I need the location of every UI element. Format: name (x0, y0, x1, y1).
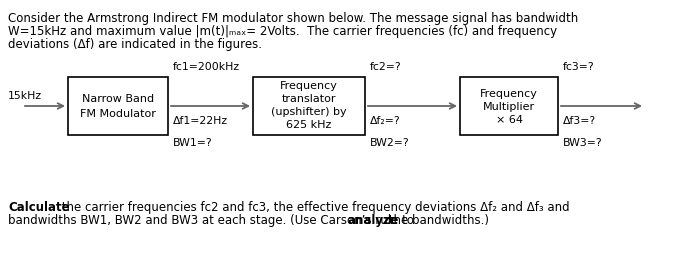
Text: W=15kHz and maximum value |m(t)|ₘₐₓ= 2Volts.  The carrier frequencies (fc) and f: W=15kHz and maximum value |m(t)|ₘₐₓ= 2Vo… (8, 25, 557, 38)
Text: BW3=?: BW3=? (563, 138, 603, 148)
Text: fc1=200kHz: fc1=200kHz (173, 62, 240, 72)
Text: deviations (Δf) are indicated in the figures.: deviations (Δf) are indicated in the fig… (8, 38, 262, 51)
Bar (460, 77, 558, 135)
Text: bandwidths BW1, BW2 and BW3 at each stage. (Use Carson’s rule to: bandwidths BW1, BW2 and BW3 at each stag… (8, 214, 418, 227)
Text: translator: translator (282, 94, 336, 104)
Bar (253, 77, 365, 135)
Text: fc3=?: fc3=? (563, 62, 595, 72)
Text: FM Modulator: FM Modulator (80, 109, 156, 119)
Text: BW2=?: BW2=? (370, 138, 410, 148)
Text: Δf3=?: Δf3=? (563, 116, 596, 126)
Text: analyze: analyze (348, 214, 399, 227)
Bar (68, 77, 168, 135)
Text: the bandwidths.): the bandwidths.) (385, 214, 489, 227)
Text: 15kHz: 15kHz (8, 91, 42, 101)
Text: Δf₂=?: Δf₂=? (370, 116, 401, 126)
Text: (upshifter) by: (upshifter) by (271, 107, 346, 117)
Text: the carrier frequencies fc2 and fc3, the effective frequency deviations Δf₂ and : the carrier frequencies fc2 and fc3, the… (58, 201, 570, 214)
Text: Calculate: Calculate (8, 201, 69, 214)
Text: Frequency: Frequency (480, 89, 538, 99)
Text: Δf1=22Hz: Δf1=22Hz (173, 116, 228, 126)
Text: Consider the Armstrong Indirect FM modulator shown below. The message signal has: Consider the Armstrong Indirect FM modul… (8, 12, 578, 25)
Text: Narrow Band: Narrow Band (82, 94, 154, 104)
Text: × 64: × 64 (495, 115, 523, 125)
Text: Frequency: Frequency (280, 81, 338, 91)
Text: Multiplier: Multiplier (483, 102, 535, 112)
Text: 625 kHz: 625 kHz (286, 120, 332, 130)
Text: BW1=?: BW1=? (173, 138, 213, 148)
Text: fc2=?: fc2=? (370, 62, 402, 72)
